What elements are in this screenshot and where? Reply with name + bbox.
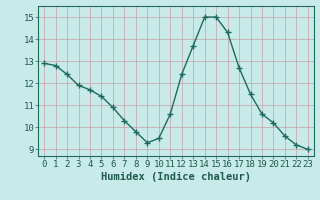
X-axis label: Humidex (Indice chaleur): Humidex (Indice chaleur) [101, 172, 251, 182]
